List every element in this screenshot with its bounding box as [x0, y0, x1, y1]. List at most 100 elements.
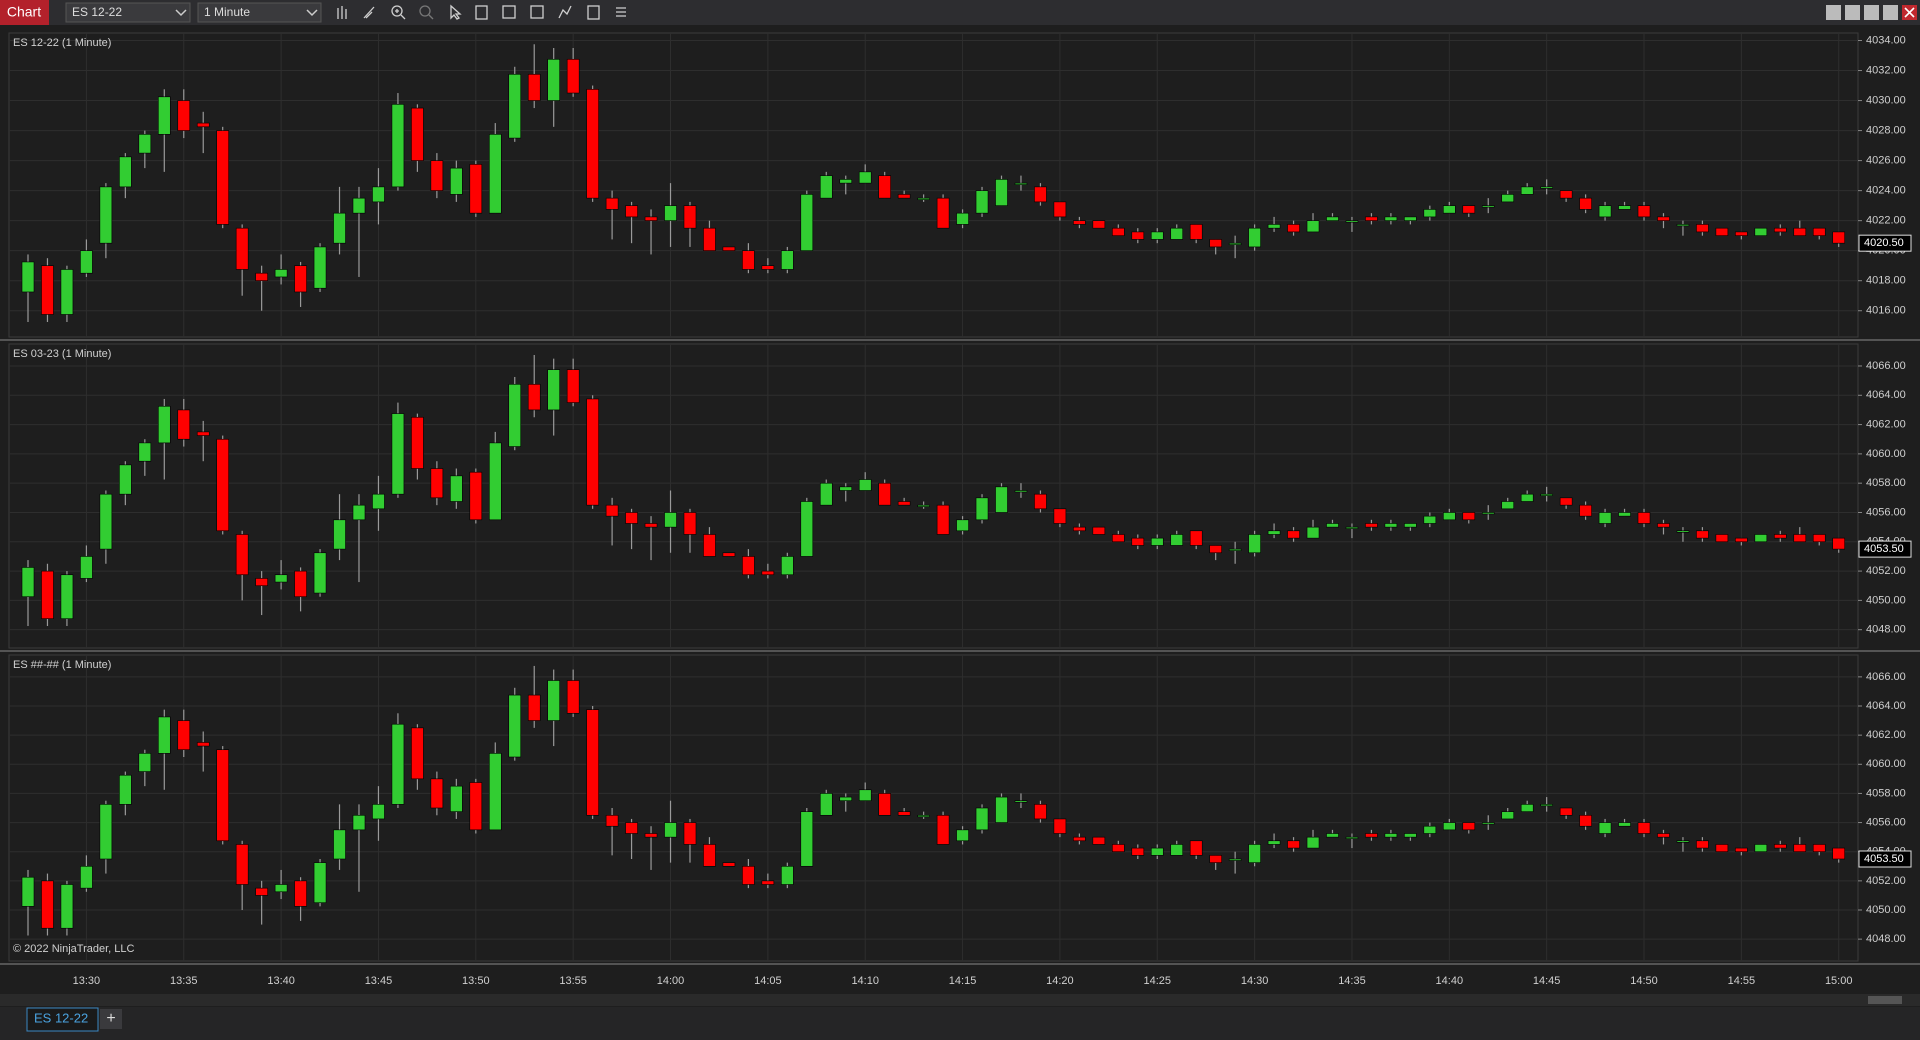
candle-body	[1559, 497, 1573, 506]
candle-body	[157, 96, 171, 135]
last-price-marker	[1858, 540, 1912, 558]
candle-body	[1676, 840, 1690, 843]
indicators-icon[interactable]	[530, 5, 544, 19]
candle-body	[1462, 512, 1476, 521]
pointer-icon[interactable]	[450, 4, 462, 20]
candle-body	[1598, 205, 1612, 218]
candle-body	[956, 519, 969, 532]
add-tab-button[interactable]	[100, 1009, 122, 1029]
y-tick-label: 4016.00	[1866, 305, 1906, 317]
candle-body	[1423, 825, 1437, 834]
menu-icon[interactable]	[616, 7, 626, 17]
candle-body	[1345, 526, 1359, 529]
panel	[8, 32, 1859, 338]
instrument-select[interactable]	[65, 2, 191, 23]
data-box-icon[interactable]	[475, 5, 488, 20]
maximize-button[interactable]	[1883, 5, 1898, 20]
candle-body	[508, 383, 522, 447]
window-button[interactable]	[1845, 5, 1860, 20]
y-tick-label: 4058.00	[1866, 477, 1906, 489]
candle-body	[235, 227, 249, 270]
copyright: © 2022 NinjaTrader, LLC	[13, 943, 134, 955]
candle-body	[995, 486, 1008, 513]
candle-body	[138, 753, 152, 772]
scroll-thumb[interactable]	[1868, 996, 1902, 1004]
candle-body	[527, 73, 541, 101]
interval-select[interactable]	[197, 2, 322, 23]
y-tick-label: 4062.00	[1866, 418, 1906, 430]
candle-body	[995, 179, 1008, 206]
candle-body	[1793, 227, 1807, 236]
candle-body	[1189, 840, 1203, 856]
candle-body	[956, 829, 969, 842]
draw-icon[interactable]	[363, 6, 375, 19]
dropdown-arrow	[175, 9, 187, 17]
y-tick-label: 4064.00	[1866, 389, 1906, 401]
candle-body	[1754, 844, 1768, 853]
candle-body	[1774, 534, 1787, 539]
tab[interactable]	[26, 1007, 99, 1032]
candle-body	[80, 250, 93, 274]
candle-body	[1404, 833, 1417, 838]
candle-body	[781, 865, 794, 885]
bar-type-icon[interactable]	[337, 6, 347, 19]
candle-body	[1170, 534, 1184, 546]
candle-body	[372, 186, 385, 203]
candle-body	[157, 405, 171, 444]
window-button[interactable]	[1826, 5, 1841, 20]
strategies-icon[interactable]	[558, 5, 572, 19]
candle-body	[1306, 526, 1320, 539]
candle-body	[800, 811, 814, 867]
candle-body	[1073, 526, 1086, 532]
candle-body	[1150, 231, 1164, 240]
candle-body	[430, 468, 444, 499]
candle-body	[897, 811, 911, 816]
candle-body	[1812, 534, 1826, 543]
candle-body	[41, 570, 54, 619]
y-tick-label: 4050.00	[1866, 904, 1906, 916]
candle-body	[80, 556, 93, 579]
candle-body	[956, 212, 969, 225]
candle-body	[1832, 847, 1846, 860]
last-price-label: 4053.50	[1864, 853, 1904, 865]
properties-icon[interactable]	[502, 5, 516, 19]
candle-body	[1287, 840, 1300, 849]
candle-body	[722, 552, 736, 557]
x-tick-label: 14:20	[1046, 975, 1074, 987]
candle-body	[450, 167, 463, 195]
zoom-out-icon[interactable]	[419, 5, 431, 17]
candle-body	[41, 265, 54, 315]
candle-body	[527, 383, 541, 411]
scroll-bar[interactable]	[0, 994, 1920, 1006]
zoom-in-icon[interactable]	[391, 5, 403, 17]
candle-body	[605, 504, 619, 517]
candle-body	[547, 680, 560, 721]
candle-body	[664, 512, 677, 528]
candle-body	[1443, 822, 1456, 831]
x-tick-label: 14:15	[949, 975, 977, 987]
candle-body	[742, 250, 755, 270]
candle-body	[1423, 515, 1437, 524]
candle-body	[781, 250, 794, 270]
candle-body	[742, 556, 755, 576]
candle-body	[1812, 844, 1826, 853]
candle-body	[1112, 227, 1125, 236]
y-tick-label: 4026.00	[1866, 155, 1906, 167]
candle-body	[255, 272, 268, 282]
candle-body	[1014, 800, 1028, 803]
last-price-label: 4053.50	[1864, 543, 1904, 555]
candle-body	[450, 785, 463, 812]
minimize-button[interactable]	[1864, 5, 1879, 20]
candle-body	[1657, 523, 1670, 528]
candle-body	[1540, 804, 1553, 807]
dropdown-arrow	[306, 9, 318, 17]
candle-body	[1365, 523, 1378, 528]
templates-icon[interactable]	[587, 5, 600, 20]
candle-body	[1754, 227, 1768, 236]
candle-body	[1696, 530, 1709, 539]
candle-body	[1189, 530, 1203, 546]
candle-body	[1209, 855, 1222, 863]
candle-body	[1774, 227, 1787, 233]
candle-body	[936, 504, 950, 535]
candle-body	[1501, 811, 1515, 820]
